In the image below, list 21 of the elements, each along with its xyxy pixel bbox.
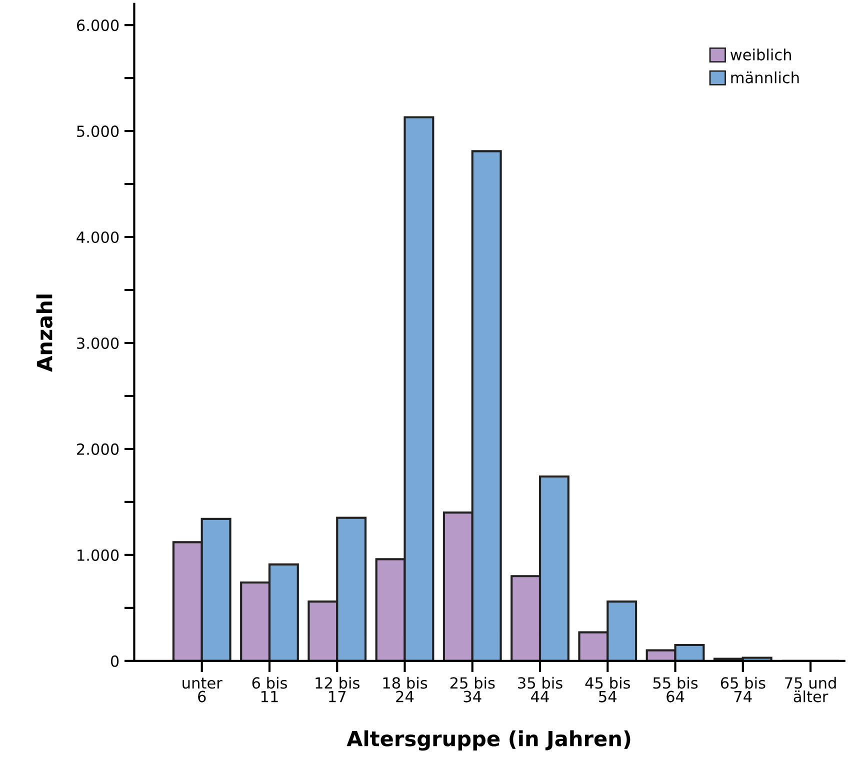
legend-label: männlich [731,72,799,84]
legend-label: weiblich [730,48,791,60]
y-tick-label: 0 [110,655,119,667]
x-tick-label: 55 bis 64 [653,676,698,702]
x-axis-title: Altersgruppe (in Jahren) [346,730,630,751]
y-tick-label: 6.000 [76,20,119,32]
y-tick-label: 4.000 [76,231,119,244]
x-tick-label: 35 bis 44 [518,676,562,702]
x-tick-label: 65 bis 74 [720,676,766,702]
x-tick-label: 75 und älter [785,676,836,702]
y-tick-label: 1.000 [78,549,119,561]
y-axis-title: Anzahl [36,294,52,372]
y-tick-label: 5.000 [77,126,119,138]
x-tick-label: 25 bis 34 [450,676,495,702]
x-tick-label: 18 bis 24 [383,676,428,702]
x-tick-label: unter 6 [182,678,222,702]
x-tick-label: 45 bis 54 [585,676,630,702]
x-tick-label: 12 bis 17 [316,676,360,702]
y-tick-label: 3.000 [77,337,119,350]
y-tick-label: 2.000 [77,443,119,455]
x-tick-label: 6 bis 11 [252,676,287,702]
